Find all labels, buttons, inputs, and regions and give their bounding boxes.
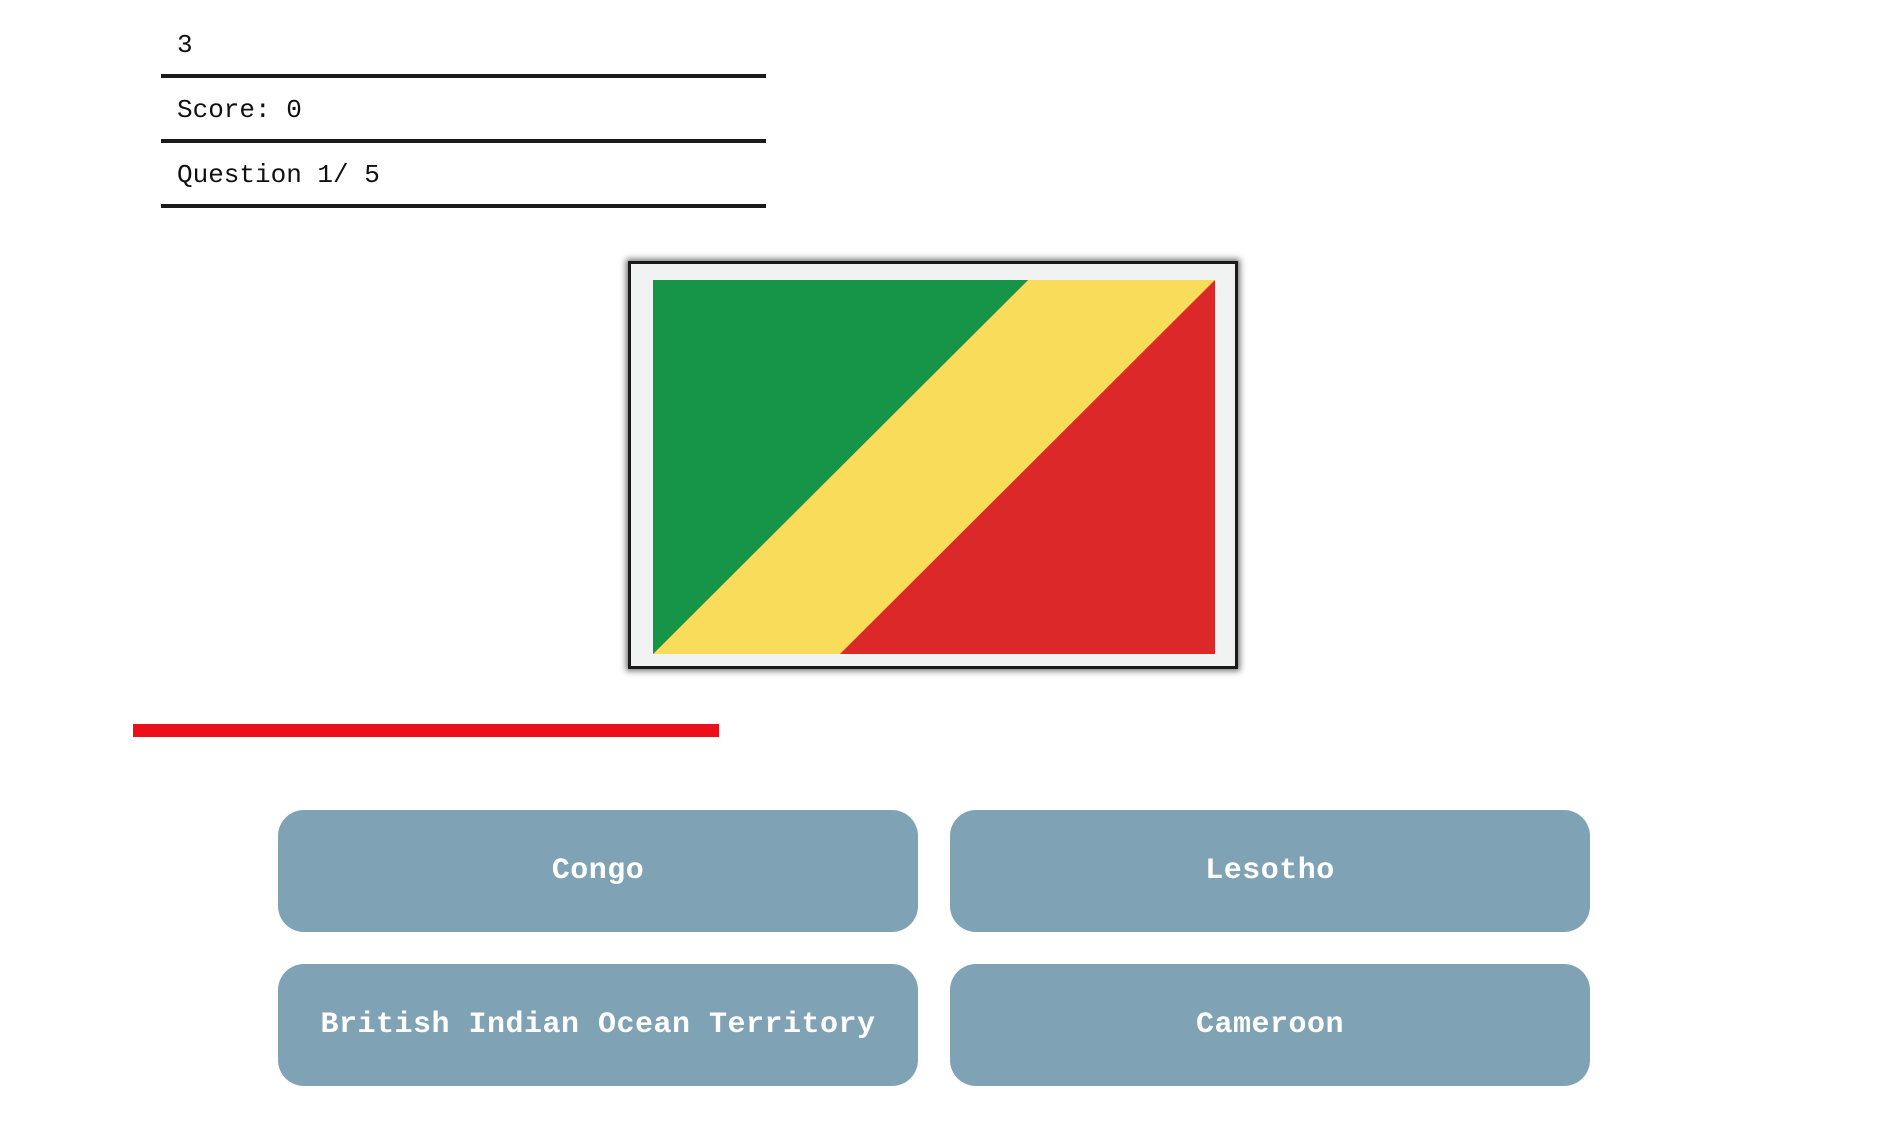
score-value: Score: 0 [177, 95, 302, 125]
flag-frame [628, 261, 1238, 669]
answer-button-british-indian-ocean-territory[interactable]: British Indian Ocean Territory [278, 964, 918, 1086]
answer-button-cameroon[interactable]: Cameroon [950, 964, 1590, 1086]
timer-row: 3 [161, 14, 766, 78]
timer-value: 3 [177, 30, 193, 60]
answer-button-congo[interactable]: Congo [278, 810, 918, 932]
timer-progress-bar [133, 724, 1110, 737]
flag-of-congo-icon [653, 280, 1215, 654]
flag-green-triangle [653, 280, 1028, 654]
answer-button-lesotho[interactable]: Lesotho [950, 810, 1590, 932]
timer-progress-fill [133, 724, 720, 737]
answer-options: Congo Lesotho British Indian Ocean Terri… [278, 810, 1590, 1086]
flag-yellow-band [653, 280, 1215, 654]
question-counter: Question 1/ 5 [177, 160, 380, 190]
score-row: Score: 0 [161, 78, 766, 143]
question-row: Question 1/ 5 [161, 143, 766, 208]
